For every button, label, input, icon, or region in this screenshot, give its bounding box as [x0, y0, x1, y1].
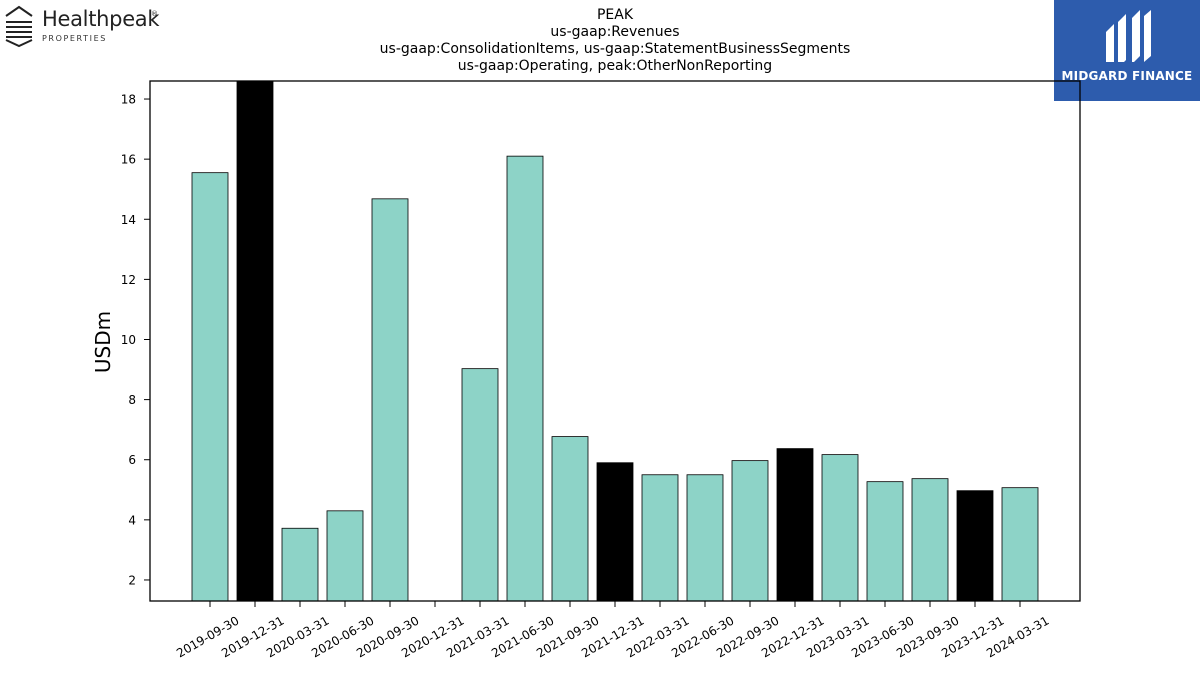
bar-2022-03-31 [641, 474, 679, 602]
y-tick-label: 4 [128, 513, 136, 527]
chart-bars [191, 80, 1039, 602]
healthpeak-logo-icon [5, 5, 33, 48]
chart-title: PEAK us-gaap:Revenues us-gaap:Consolidat… [300, 7, 930, 75]
y-tick-label: 18 [121, 93, 136, 107]
y-axis-label: USDm [91, 311, 115, 373]
healthpeak-logo-registered: ® [151, 10, 158, 18]
chart-title-line: us-gaap:Revenues [550, 24, 680, 40]
bar-2020-03-31 [281, 527, 319, 602]
bar-2021-03-31 [461, 368, 499, 602]
chart-title-line: PEAK [596, 7, 634, 23]
midgard-finance-logo-name: MIDGARD FINANCE [1061, 69, 1193, 83]
bar-2021-06-30 [506, 155, 544, 602]
bar-2022-09-30 [731, 460, 769, 602]
bar-2022-12-31 [776, 448, 814, 602]
bar-2022-06-30 [686, 474, 724, 602]
y-axis: 2 4 6 8 10 12 14 16 18 [121, 93, 150, 587]
healthpeak-logo: Healthpeak ® PROPERTIES [4, 4, 174, 48]
bar-2019-12-31 [236, 80, 274, 602]
bar-2020-09-30 [371, 198, 409, 602]
bar-2019-09-30 [191, 172, 229, 602]
bar-2023-03-31 [821, 454, 859, 602]
chart-title-line: us-gaap:Operating, peak:OtherNonReportin… [457, 58, 773, 74]
y-tick-label: 16 [121, 153, 136, 167]
bar-2021-09-30 [551, 436, 589, 602]
chart-title-line: us-gaap:ConsolidationItems, us-gaap:Stat… [379, 41, 851, 57]
bar-2020-06-30 [326, 510, 364, 602]
healthpeak-logo-name: Healthpeak [42, 7, 160, 31]
bar-2023-09-30 [911, 478, 949, 602]
y-tick-label: 6 [128, 453, 136, 467]
y-tick-label: 8 [128, 393, 136, 407]
y-tick-label: 2 [128, 573, 136, 587]
bar-2023-12-31 [956, 490, 994, 602]
midgard-finance-logo-icon [1106, 10, 1156, 70]
y-tick-label: 12 [121, 273, 136, 287]
y-tick-label: 10 [121, 333, 136, 347]
healthpeak-logo-sub: PROPERTIES [42, 34, 107, 43]
bar-2024-03-31 [1001, 487, 1039, 602]
bar-2023-06-30 [866, 481, 904, 602]
x-axis: 2019-09-302019-12-312020-03-312020-06-30… [174, 601, 1052, 660]
bar-2021-12-31 [596, 462, 634, 602]
midgard-finance-logo: MIDGARD FINANCE [1054, 0, 1200, 101]
y-tick-label: 14 [121, 213, 136, 227]
